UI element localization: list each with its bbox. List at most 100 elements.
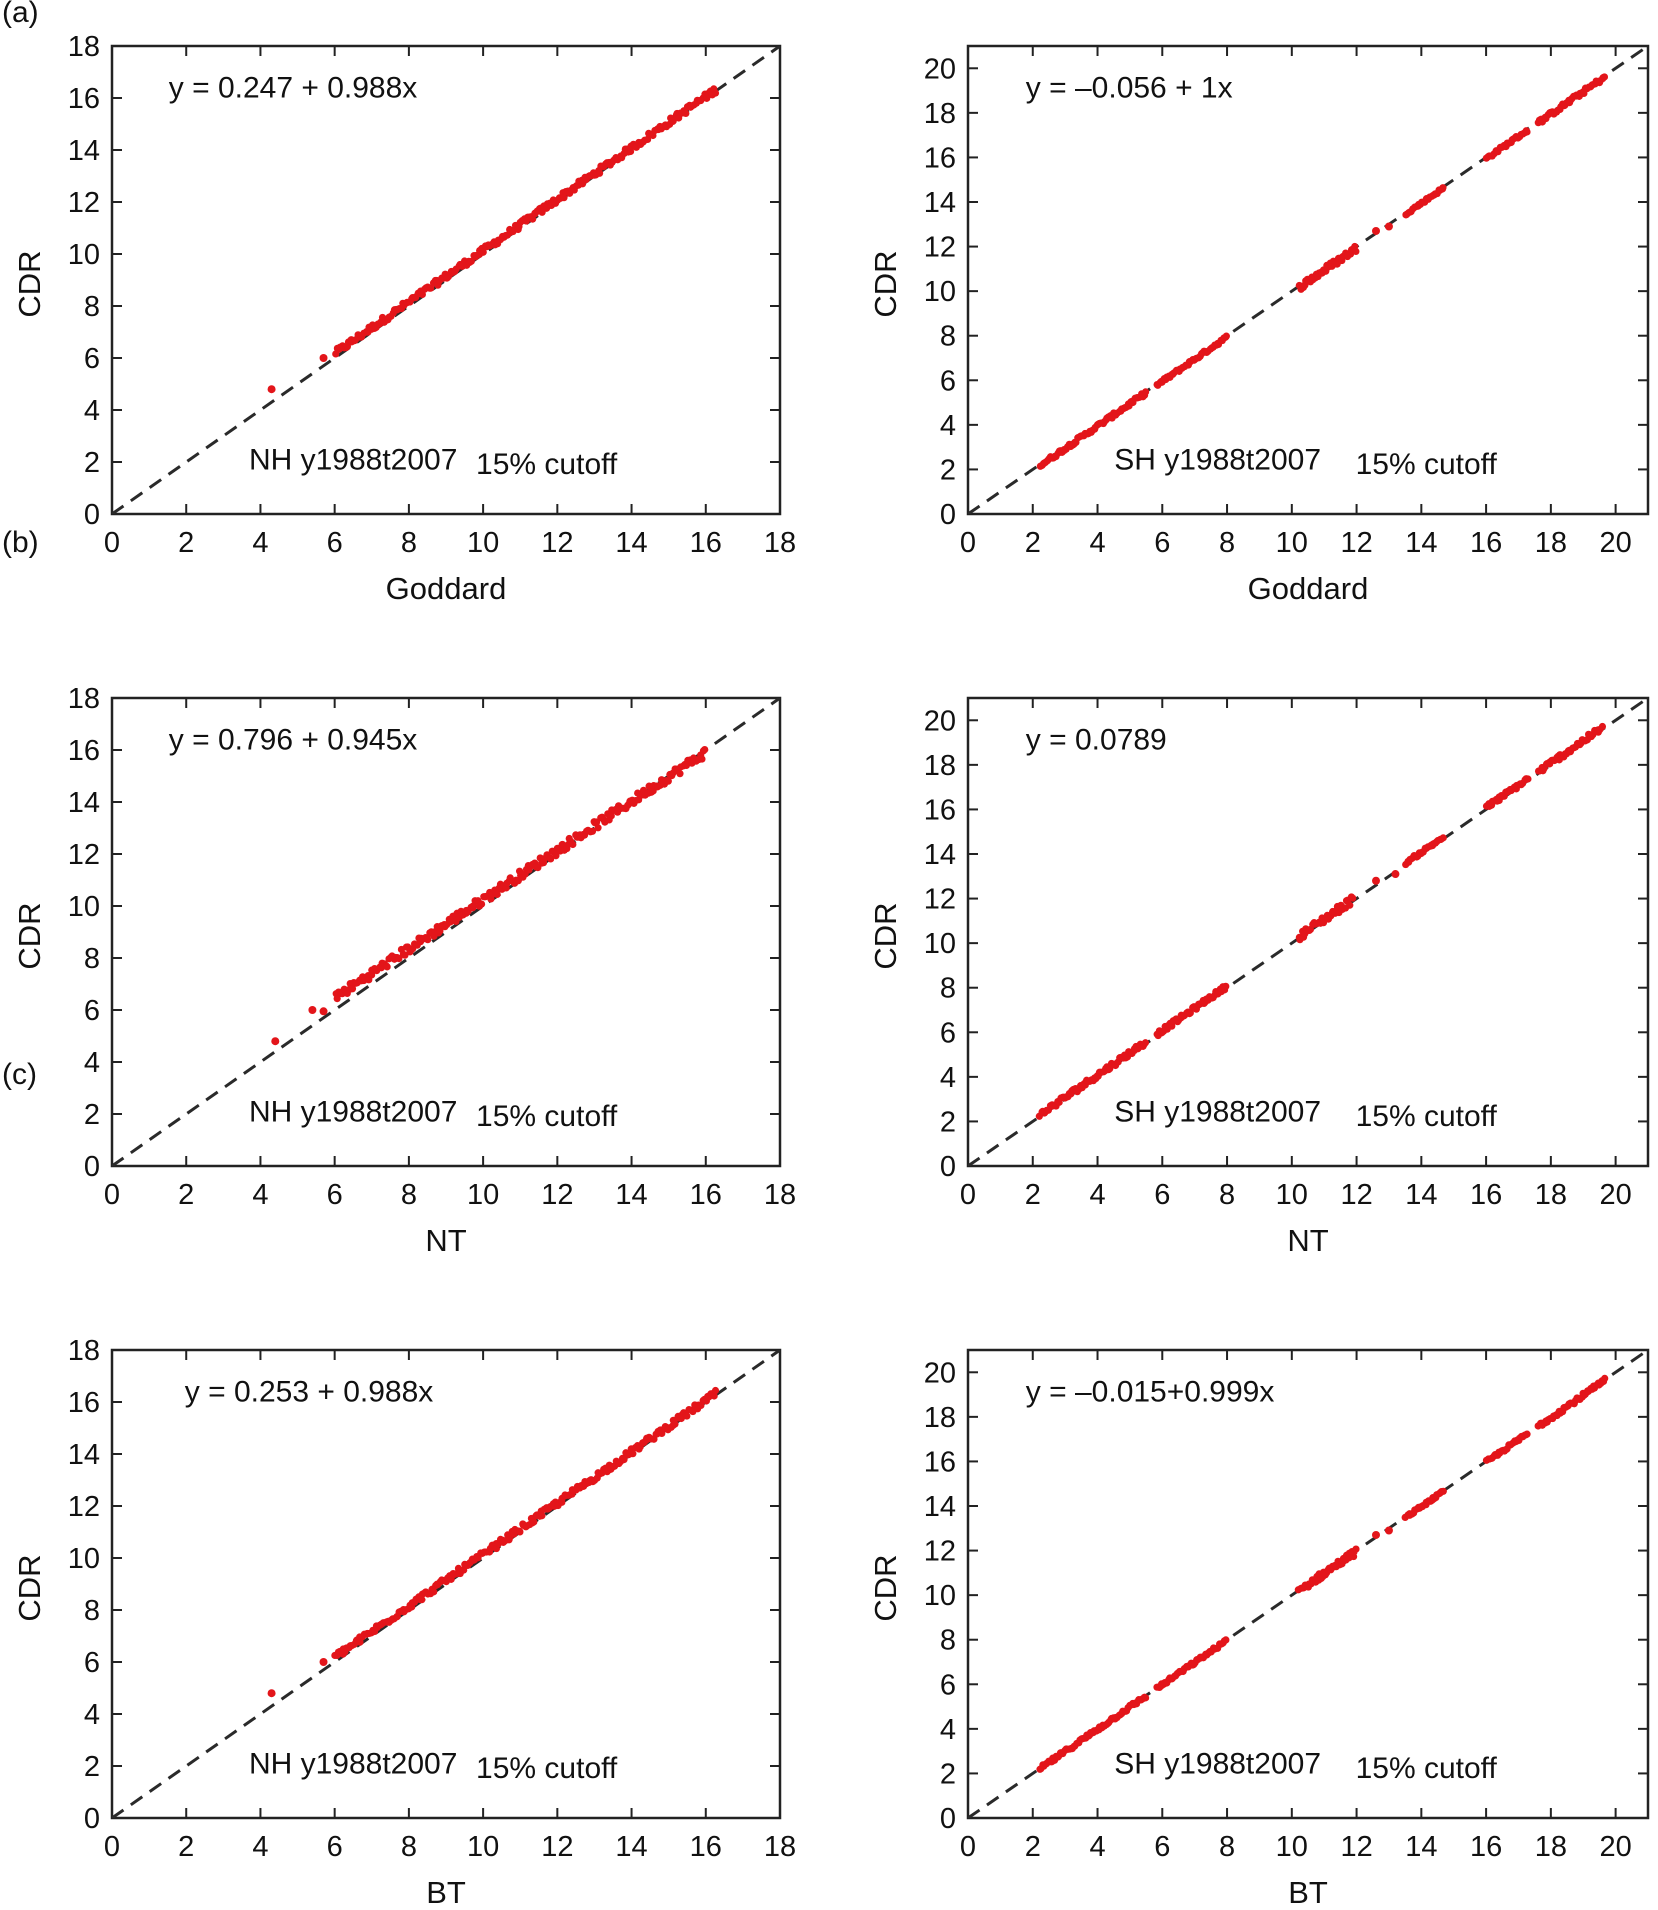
cutoff-label: 15% cutoff: [1356, 1100, 1498, 1133]
data-point: [1384, 1526, 1393, 1535]
x-tick-label: 10: [467, 1179, 499, 1211]
marks: [112, 1350, 780, 1818]
x-tick-label: 12: [541, 1179, 573, 1211]
x-tick-label: 6: [327, 1831, 343, 1863]
x-tick-label: 4: [1089, 1831, 1105, 1863]
y-tick-label: 12: [68, 1491, 100, 1523]
y-tick-label: 2: [84, 1099, 100, 1131]
data-point: [1372, 1530, 1380, 1539]
region-label: NH y1988t2007: [249, 444, 457, 477]
data-point: [1222, 1636, 1230, 1644]
data-point: [477, 900, 486, 908]
data-point: [1141, 388, 1150, 396]
x-tick-label: 4: [1089, 1179, 1105, 1211]
y-tick-label: 14: [924, 187, 956, 219]
data-point: [1384, 222, 1393, 231]
x-tick-label: 4: [252, 1831, 268, 1863]
y-tick-label: 8: [84, 1595, 100, 1627]
x-tick-label: 2: [1025, 1179, 1041, 1211]
y-tick-label: 14: [68, 135, 100, 167]
x-tick-label: 8: [401, 527, 417, 559]
y-tick-label: 12: [68, 839, 100, 871]
x-tick-label: 2: [178, 1179, 194, 1211]
chart-a-nh: 0 2 4 6 8 10 12 14 16 18 0 2 4 6 8 10 12 14 16 18 Goddard CDR…: [12, 31, 796, 606]
y-tick-label: 18: [924, 98, 956, 130]
y-tick-label: 2: [940, 454, 956, 486]
data-point: [607, 812, 615, 820]
y-tick-label: 0: [84, 1803, 100, 1835]
plot-frame: [110, 44, 782, 516]
y-tick-label: 12: [68, 187, 100, 219]
y-tick-label: 14: [924, 839, 956, 871]
x-tick-label: 10: [1276, 1831, 1308, 1863]
y-tick-label: 14: [68, 1439, 100, 1471]
y-tick-label: 14: [68, 787, 100, 819]
plot-frame: [110, 1348, 782, 1820]
data-point: [427, 284, 435, 292]
y-tick-label: 10: [68, 239, 100, 271]
data-point: [1601, 1374, 1609, 1382]
x-tick-label: 20: [1599, 527, 1631, 559]
regression-equation: y = 0.247 + 0.988x: [169, 71, 418, 104]
x-tick-label: 4: [252, 1179, 268, 1211]
data-point: [479, 248, 487, 256]
region-label: SH y1988t2007: [1114, 1096, 1321, 1129]
x-tick-label: 18: [764, 527, 796, 559]
data-point: [493, 890, 501, 899]
marks: [968, 1350, 1648, 1818]
x-tick-label: 18: [1535, 527, 1567, 559]
chart-b-nh: 0 2 4 6 8 10 12 14 16 18 0 2 4 6 8 10 12 14 16 18 NT CDR y = 0…: [12, 683, 796, 1258]
x-tick-label: 18: [764, 1179, 796, 1211]
data-point: [1372, 876, 1380, 885]
plot-frame: [966, 44, 1650, 516]
y-axis-title: CDR: [868, 1554, 903, 1621]
cutoff-label: 15% cutoff: [1356, 1752, 1498, 1785]
x-tick-label: 14: [615, 1179, 647, 1211]
data-point: [348, 985, 357, 993]
y-axis-title: CDR: [12, 1554, 47, 1621]
y-axis-title: CDR: [868, 250, 903, 317]
data-point: [1352, 1545, 1360, 1553]
y-tick-label: 8: [84, 291, 100, 323]
data-point: [1142, 1694, 1150, 1702]
data-point: [1141, 1039, 1150, 1047]
region-label: NH y1988t2007: [249, 1748, 457, 1781]
y-tick-label: 16: [924, 794, 956, 826]
y-tick-label: 16: [924, 1446, 956, 1478]
y-tick-label: 18: [924, 1402, 956, 1434]
x-tick-label: 12: [1340, 1831, 1372, 1863]
marks: [112, 46, 780, 514]
plot-frame: [966, 696, 1650, 1168]
y-tick-label: 0: [84, 1151, 100, 1183]
data-point: [1222, 982, 1230, 990]
data-point: [1222, 332, 1230, 340]
data-point: [682, 109, 690, 118]
data-point: [538, 1512, 546, 1520]
cutoff-label: 15% cutoff: [476, 1100, 618, 1133]
data-point: [711, 89, 720, 97]
x-tick-label: 6: [327, 527, 343, 559]
y-tick-label: 8: [940, 1625, 956, 1657]
data-point: [267, 385, 276, 394]
x-tick-label: 6: [1154, 527, 1170, 559]
y-tick-label: 20: [924, 705, 956, 737]
y-tick-label: 12: [924, 1536, 956, 1568]
data-point: [308, 1006, 317, 1014]
y-tick-label: 20: [924, 1357, 956, 1389]
chart-a-sh: 0 2 4 6 8 10 12 14 16 18 20 0 2 4 6 8 10 12 14 16 18 20 Goddar…: [868, 44, 1650, 606]
data-point: [1523, 1430, 1531, 1438]
y-tick-label: 10: [924, 928, 956, 960]
data-point: [1349, 894, 1357, 902]
data-point: [683, 1412, 691, 1420]
data-point: [418, 1596, 426, 1604]
y-tick-label: 16: [68, 735, 100, 767]
panel-label-c: (c): [2, 1058, 37, 1091]
y-tick-label: 4: [84, 1047, 100, 1079]
y-tick-label: 16: [68, 1387, 100, 1419]
data-point: [1600, 73, 1609, 81]
data-point: [1352, 247, 1360, 256]
data-point: [267, 1689, 276, 1698]
marks: [112, 698, 780, 1166]
data-point: [1439, 184, 1447, 192]
